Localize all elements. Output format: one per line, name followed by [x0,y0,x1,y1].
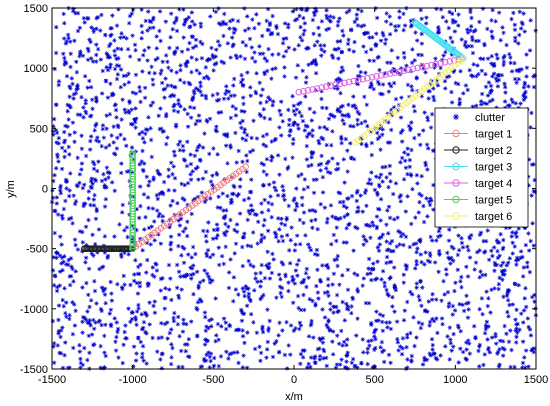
target-5-point [129,151,136,159]
target-4-point [368,73,376,81]
target-3-point [458,54,466,61]
y-tick-label: -1000 [20,304,48,316]
target-4-point [423,62,431,70]
target-1-point [242,163,249,171]
target-5-point [129,149,136,156]
target-4-point [322,83,330,90]
target-4-point [391,69,399,76]
x-axis-label: x/m [285,391,303,403]
x-tick-label: 500 [365,374,383,386]
target-4-point [364,74,371,82]
legend-marker [452,212,460,220]
target-4-point [295,88,303,96]
legend-label: target 5 [475,195,512,207]
target-4-point [341,79,348,87]
y-tick-label: 0 [42,184,48,196]
target-4-point [414,64,421,72]
target-4-point [409,65,417,73]
x-tick-label: 1000 [443,374,467,386]
target-4-point [377,72,385,79]
target-tracks [80,19,467,252]
legend-item: target 4 [444,178,512,190]
target-4-track [295,55,467,96]
target-1-track [129,163,249,252]
target-4-point [327,82,335,89]
legend-label: target 1 [475,129,512,141]
target-4-point [446,58,453,65]
legend-marker [452,162,460,171]
legend-item: target 5 [444,195,512,207]
target-4-point [437,59,444,67]
target-4-point [354,76,362,84]
legend-label: clutter [475,112,505,124]
clutter-points [49,5,539,371]
legend-item: clutter [453,112,505,124]
target-4-point [428,61,435,69]
y-tick-label: 500 [30,123,48,135]
clutter-marks [49,5,539,371]
target-4-point [418,63,426,71]
legend-item: target 1 [444,129,512,141]
target-3-track [411,19,467,62]
target-4-point [309,86,316,93]
target-5-track [129,149,136,252]
target-4-point [432,60,440,68]
target-4-point [359,75,367,83]
target-6-track [352,55,467,147]
target-4-point [336,80,344,88]
legend-label: target 3 [475,162,512,174]
legend-label: target 6 [475,211,512,223]
legend-label: target 2 [475,145,512,157]
target-6-point [352,139,359,147]
target-4-point [350,77,357,85]
legend-label: target 4 [475,178,512,190]
legend-item: target 3 [444,162,512,174]
y-tick-label: 1500 [24,3,48,15]
target-4-point [441,58,449,66]
legend-item: target 2 [444,145,512,157]
target-4-point [332,81,339,89]
target-4-point [396,68,403,75]
target-4-point [300,87,307,95]
target-2-track [80,245,136,252]
x-tick-label: 1500 [524,374,548,386]
x-tick-label: 0 [291,374,297,386]
legend-marker [453,114,459,120]
target-4-point [345,78,353,86]
target-4-point [373,73,380,80]
target-4-point [304,87,312,94]
target-4-point [382,71,389,78]
y-tick-label: -500 [26,244,48,256]
target-4-point [400,67,408,75]
y-tick-label: -1500 [20,364,48,376]
y-axis-label: y/m [5,180,17,198]
legend-box [434,107,529,228]
target-4-point [455,56,463,63]
legend-marker [452,179,460,187]
legend: clutter target 1 target 2 target 3 target 4 t… [434,107,529,228]
target-4-point [386,70,394,77]
x-tick-label: -1500 [38,374,66,386]
legend-item: target 6 [444,211,512,223]
x-tick-label: -500 [202,374,224,386]
target-4-point [318,84,325,91]
y-tick-label: 1000 [24,63,48,75]
legend-marker [452,195,460,204]
x-tick-label: -1000 [119,374,147,386]
axis-ticks: -1500 -1000 -500 0 500 1000 1500 -1500 -1000 -500… [20,3,548,386]
legend-marker [452,146,460,154]
target-4-point [405,66,412,74]
target-4-point [313,85,321,92]
legend-marker [452,129,460,138]
